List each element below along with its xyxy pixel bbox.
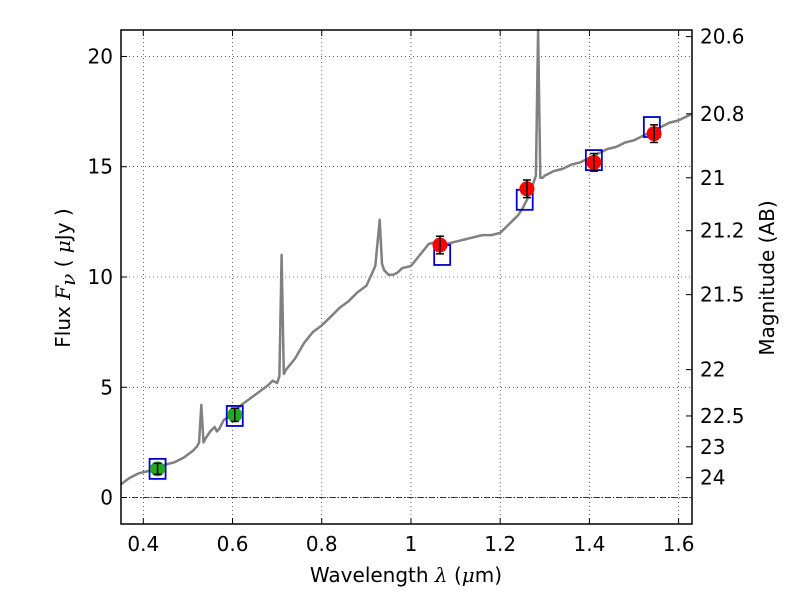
- plot-frame: [120, 29, 693, 525]
- y-tick-label: 20: [88, 44, 113, 68]
- x-axis-label-lambda: λ: [434, 563, 448, 587]
- x-axis-label-unit-open: (: [448, 563, 462, 587]
- x-tick-label: 1: [405, 532, 418, 556]
- model-bandpass-square: [225, 405, 244, 427]
- x-tick-label: 1.6: [663, 532, 695, 556]
- x-axis-label-mu: μ: [462, 563, 475, 587]
- y-axis-label-F: F: [51, 285, 75, 301]
- model-bandpass-square: [148, 457, 167, 480]
- y-axis-label-main: Flux: [51, 300, 75, 348]
- y-axis-label: Flux Fν ( μJy ): [51, 208, 80, 347]
- y-tick-label: 15: [88, 155, 113, 179]
- y2-tick-label: 21: [700, 166, 725, 190]
- y-axis-label-nu: ν: [56, 274, 80, 286]
- x-axis-label-main: Wavelength: [310, 563, 435, 587]
- y2-tick-label: 22.5: [700, 404, 745, 428]
- y-tick-label: 10: [88, 265, 113, 289]
- y-axis-label-unit-close: Jy ): [51, 208, 75, 242]
- y2-tick-label: 21.5: [700, 283, 745, 307]
- sed-spectrum: [120, 28, 693, 486]
- y2-tick-label: 20.8: [700, 102, 745, 126]
- x-tick-label: 0.4: [127, 532, 159, 556]
- grid: [121, 30, 692, 524]
- y2-tick-label: 21.2: [700, 219, 745, 243]
- y2-tick-label: 23: [700, 435, 725, 459]
- y-tick-label: 0: [100, 486, 113, 510]
- y2-tick-label: 20.6: [700, 25, 745, 49]
- x-axis-label: Wavelength λ (μm): [310, 563, 502, 587]
- x-axis-label-unit-close: m): [475, 563, 502, 587]
- photometry-markers: [148, 116, 662, 480]
- axis-ticks: 0.4 0.6 0.8 1 1.2 1.4 1.6 0 5 10 15 20 20.6 20.8 21 21.…: [88, 25, 745, 556]
- x-tick-label: 0.8: [306, 532, 338, 556]
- y-axis-label-unit-open: (: [51, 253, 75, 274]
- y-axis-label-mu: μ: [51, 240, 75, 253]
- x-tick-label: 1.2: [484, 532, 516, 556]
- y2-tick-label: 24: [700, 466, 725, 490]
- y-tick-label: 5: [100, 375, 113, 399]
- x-tick-label: 1.4: [573, 532, 605, 556]
- spectrum-line: [120, 28, 693, 486]
- x-tick-label: 0.6: [217, 532, 249, 556]
- y2-tick-label: 22: [700, 358, 725, 382]
- y2-axis-label: Magnitude (AB): [755, 200, 779, 355]
